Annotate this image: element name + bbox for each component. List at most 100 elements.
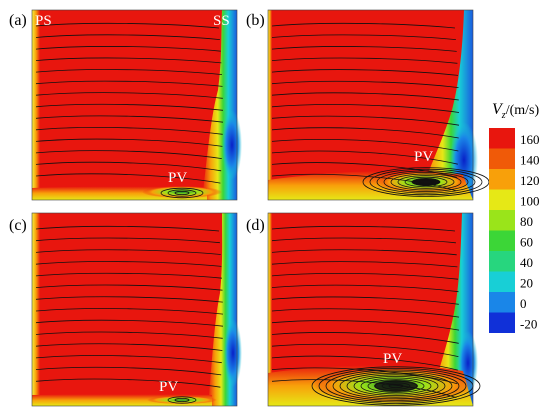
streamline [271,343,459,357]
streamline [271,355,458,371]
streamline [271,104,460,113]
colorbar-swatch [489,148,515,169]
colorbar-tick-label: 100 [520,194,540,209]
streamline [271,332,459,344]
vortex-streamline [311,366,481,406]
vortex-streamline [174,397,190,402]
streamline [271,320,460,331]
streamline [35,46,221,52]
streamline [271,261,458,268]
streamline [271,296,459,305]
streamline [271,367,458,385]
streamline [271,225,456,232]
streamline [271,249,457,256]
panel-d [267,212,481,407]
vortex-streamline [388,383,404,388]
colorbar-swatches [489,128,515,333]
vortex-streamline [167,189,197,197]
panel-c-label: (c) [9,217,27,234]
colorbar-title-var: V [492,101,504,118]
colorbar-tick-label: 60 [520,235,533,250]
panel-c [31,212,242,407]
colorbar-swatch [489,210,515,231]
streamline [271,379,457,398]
panel-border [31,212,238,407]
streamline [35,319,224,327]
vortex-eye [412,178,440,186]
vortex-streamline [383,171,469,192]
colorbar-swatch [489,189,515,210]
streamline [271,80,459,88]
streamline [35,225,220,232]
colorbar-tick-label: 140 [520,153,540,168]
suction-side-label: SS [213,13,230,29]
pressure-side-strip [32,10,40,200]
streamline [271,162,458,178]
colorbar-swatch [489,292,515,313]
streamline [35,249,221,255]
panel-border [31,9,238,201]
streamline [35,261,222,267]
colorbar-tick-label: 120 [520,173,540,188]
vortex-streamline [418,179,434,184]
colorbar-swatch [489,271,515,292]
panel-d-label: (d) [246,217,265,234]
streamline [271,57,458,64]
pressure-side-label: PS [35,13,52,29]
colorbar-ticks: 160 140 120 100 80 60 40 20 0 -20 [520,132,540,332]
panel-a [31,9,242,201]
colorbar-tick-label: 80 [520,214,533,229]
colorbar-swatch [489,251,515,272]
streamlines [35,225,224,404]
colorbar-swatch [489,169,515,190]
streamline [35,138,223,147]
panel-a-label: (a) [9,12,27,29]
colorbar: Vz/(m/s) 160 140 120 100 80 60 40 20 0 -20 [489,101,540,333]
vortex-streamline [160,187,204,199]
streamline [35,355,222,364]
streamlines [271,22,490,197]
streamline [271,34,456,40]
streamline [271,150,458,165]
streamline [35,378,221,388]
streamline [35,173,221,184]
vortex-streamline [167,396,197,404]
streamlines [35,22,224,199]
streamline [35,331,223,339]
vortex-streamline [411,178,441,186]
streamline [35,161,222,172]
panel-border [267,9,474,201]
streamline [35,272,223,279]
streamline [35,80,223,87]
colorbar-tick-label: -20 [520,317,537,332]
colorbar-tick-label: 20 [520,276,533,291]
vortex-core [142,186,222,198]
streamline [271,272,459,280]
streamlines [271,225,481,406]
vortex-core [147,396,217,404]
panel-b-pv-label: PV [414,149,433,165]
streamline [271,173,457,192]
panel-b-label: (b) [246,12,265,29]
vortex-streamline [339,372,453,400]
streamline [35,284,223,291]
vortex-streamline [390,173,462,191]
streamline [271,22,456,29]
vortex-streamline [367,379,425,393]
colorbar-title-sub: z [501,110,506,121]
vortex-streamline [369,168,483,196]
streamline [35,115,224,123]
panel-c-pv-label: PV [159,379,178,395]
vortex-streamline [404,176,448,188]
streamline [35,127,223,135]
suction-side-core [224,319,242,387]
streamline [35,296,223,303]
suction-side-core [222,110,242,180]
vortex-eye [374,380,418,392]
streamline [35,150,222,159]
panel-border [267,212,474,407]
vortex-streamline [376,170,476,194]
colorbar-tick-label: 40 [520,255,533,270]
pressure-side-strip [268,10,272,200]
vortex-streamline [325,369,467,403]
